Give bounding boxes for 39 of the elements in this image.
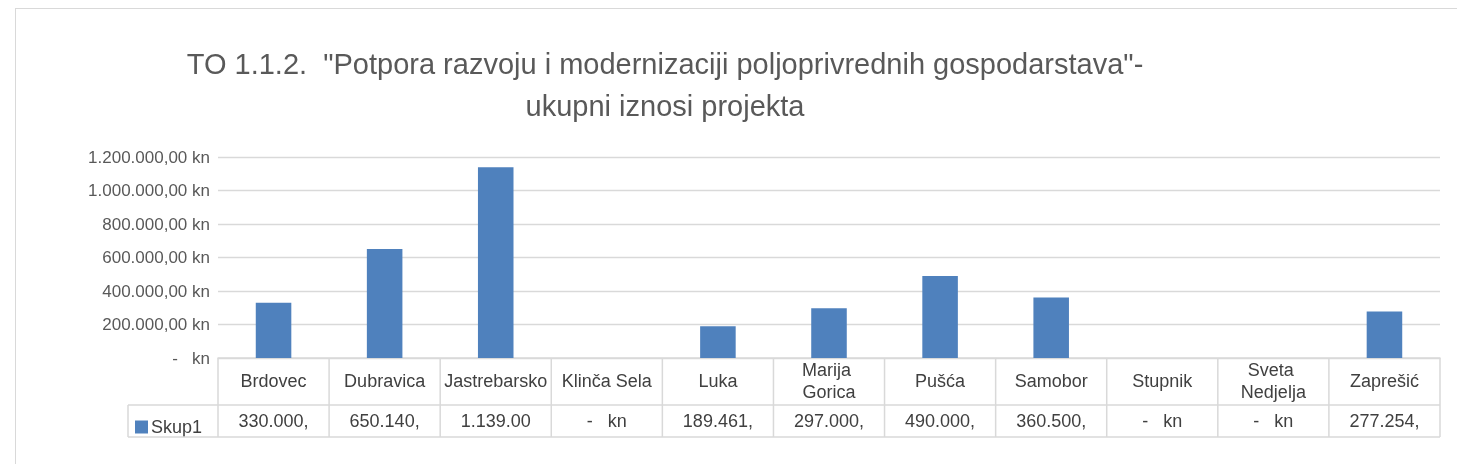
bar [922,275,958,358]
data-label: 650.140, [348,410,421,433]
data-label: 360.500, [1015,410,1088,433]
x-tick-label: Zaprešić [1349,371,1419,391]
data-label: - kn [1252,410,1295,433]
y-tick-label: 800.000,00 kn [102,214,210,234]
bar [366,249,403,358]
y-tick-label: 400.000,00 kn [102,281,210,301]
legend-label: Skup1 [151,417,203,437]
data-label: 277.254, [1348,410,1421,433]
bar [700,326,736,358]
x-tick-label: Dubravica [344,371,427,391]
data-label: - kn [1141,410,1184,433]
bar [255,302,292,358]
y-tick-label: 200.000,00 kn [102,315,210,334]
data-label: 490.000, [904,410,977,433]
data-label: 1.139.00 [459,410,532,433]
data-label: - kn [585,410,628,433]
bar [1033,297,1069,358]
x-tick-label: Klinča Sela [561,371,653,391]
x-tick-label: Stupnik [1132,371,1194,391]
chart-title: TO 1.1.2. "Potpora razvoju i modernizaciji poljoprivrednih gospodarstava"- ukupni iznosi projekta [186,48,1144,122]
bar [477,167,514,358]
y-tick-label: - kn [172,348,210,368]
x-tick-label: Sveta Nedjelja [1240,360,1307,402]
x-tick-label: Pušća [915,371,967,391]
bar [811,308,847,358]
bar [1366,311,1403,358]
data-label: 297.000, [792,410,866,433]
y-tick-label: 1.200.000,00 kn [88,147,210,167]
x-tick-label: Luka [698,371,739,391]
x-tick-label: Jastrebarsko [444,371,548,391]
y-tick-label: 600.000,00 kn [102,248,210,267]
x-tick-label: Samobor [1014,371,1088,391]
x-tick-label: Marija Gorica [801,360,857,402]
y-tick-label: 1.000.000,00 kn [88,181,210,200]
data-label: 189.461, [681,410,754,433]
data-label: 330.000, [237,410,310,433]
x-tick-label: Brdovec [240,371,307,391]
